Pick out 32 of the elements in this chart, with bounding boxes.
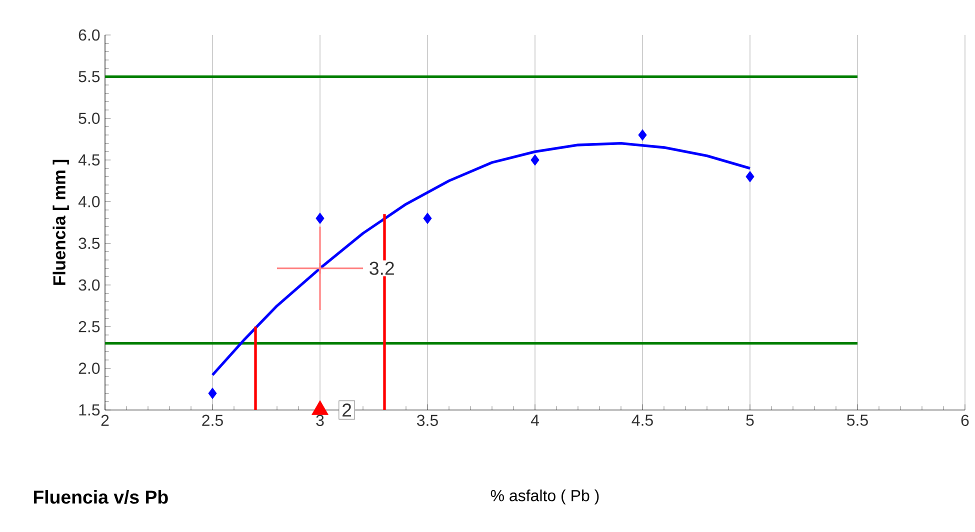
y-tick-label: 3.0 (78, 279, 100, 291)
y-axis-title: Fluencia [ mm ] (52, 160, 69, 285)
y-tick-label: 4.0 (78, 196, 100, 208)
point (314, 262, 326, 274)
annotation: 3.2 (370, 262, 394, 275)
y-tick-label: 5.0 (78, 112, 100, 124)
y-tick-label: 4.5 (78, 154, 100, 166)
y-tick-label: 1.5 (79, 404, 100, 416)
point (530, 154, 540, 166)
x-axis-title: % asfalto ( Pb ) (490, 490, 599, 504)
y-tick-label: 6.0 (78, 29, 100, 41)
point (423, 212, 432, 224)
point (316, 212, 324, 224)
point (638, 129, 647, 141)
x-tick-label: 2 (101, 414, 109, 426)
text: Fluencia v/s Pb (34, 490, 168, 504)
x-tick-label: 5 (746, 414, 754, 426)
x-tick-label: 4.5 (632, 414, 653, 426)
annotation: 2 (342, 403, 352, 417)
y-tick-label: 3.5 (78, 238, 100, 249)
x-tick-label: 5.5 (847, 414, 868, 426)
line-series (211, 142, 752, 376)
point (208, 388, 217, 399)
point (746, 171, 754, 182)
y-tick-label: 2.5 (78, 320, 100, 332)
y-tick-label: 5.5 (78, 71, 100, 82)
x-tick-label: 4 (530, 414, 539, 426)
y-tick-label: 2.0 (78, 362, 100, 374)
x-tick-label: 2.5 (202, 414, 223, 426)
x-tick-label: 3 (316, 414, 324, 426)
x-tick-label: 3.5 (416, 414, 438, 426)
x-tick-label: 6 (961, 414, 969, 426)
